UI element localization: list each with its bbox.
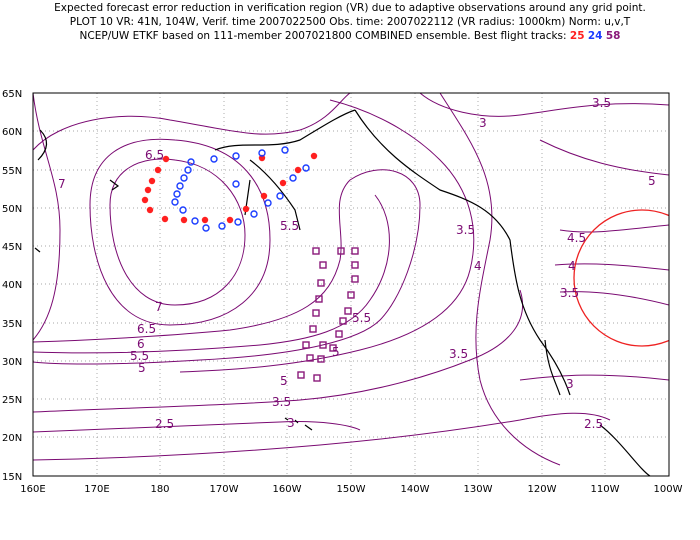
lat-label: 25N <box>2 395 22 406</box>
lon-label: 130W <box>464 484 493 495</box>
contour-label: 5 <box>138 361 146 375</box>
contour-label: 5 <box>332 345 340 359</box>
flight-track-purple <box>297 247 359 382</box>
lat-label: 65N <box>2 89 22 100</box>
contour-labels: 3.5 3 5 4.5 4 3.5 5.5 6.5 7 7 6.5 6 5.5 … <box>58 96 656 431</box>
lon-label: 110W <box>591 484 620 495</box>
flight-track-red <box>141 152 318 224</box>
lon-label: 100W <box>654 484 683 495</box>
contour-label: 6.5 <box>145 148 164 162</box>
title-line-3-text: NCEP/UW ETKF based on 111-member 2007021… <box>79 30 570 42</box>
verification-region-circle <box>573 209 669 347</box>
contour-label: 6.5 <box>137 322 156 336</box>
contour-label: 7 <box>58 177 66 191</box>
title-line-3: NCEP/UW ETKF based on 111-member 2007021… <box>0 30 700 42</box>
lat-label: 30N <box>2 357 22 368</box>
longitude-labels: 160E 170E 180 170W 160W 150W 140W 130W 1… <box>20 484 682 495</box>
contour-label: 3 <box>479 116 487 130</box>
contour-label: 5.5 <box>280 219 299 233</box>
lat-label: 15N <box>2 472 22 483</box>
title-line-2: PLOT 10 VR: 41N, 104W, Verif. time 20070… <box>69 16 631 28</box>
lon-label: 140W <box>401 484 430 495</box>
graticule <box>33 93 669 476</box>
contour-label: 2.5 <box>155 417 174 431</box>
lat-label: 40N <box>2 280 22 291</box>
track-label-red: 25 <box>569 30 585 42</box>
lat-label: 50N <box>2 204 22 215</box>
contour-label: 5.5 <box>130 349 149 363</box>
contour-label: 6 <box>137 337 145 351</box>
lon-label: 150W <box>337 484 366 495</box>
lon-label: 160E <box>20 484 45 495</box>
coastlines <box>34 109 651 476</box>
lon-label: 180 <box>150 484 169 495</box>
contour-label: 4.5 <box>567 231 586 245</box>
track-label-blue: 24 <box>587 30 603 42</box>
plot-frame <box>32 92 670 477</box>
lon-label: 160W <box>273 484 302 495</box>
contour-label: 4 <box>568 259 576 273</box>
track-label-purple: 58 <box>605 30 621 42</box>
contour-lines <box>33 93 669 466</box>
lon-label: 170E <box>84 484 109 495</box>
lon-label: 170W <box>210 484 239 495</box>
latitude-labels: 65N 60N 55N 50N 45N 40N 35N 30N 25N 20N … <box>2 89 22 483</box>
contour-label: 5 <box>648 174 656 188</box>
contour-label: 5 <box>280 374 288 388</box>
lat-label: 20N <box>2 433 22 444</box>
contour-label: 5.5 <box>352 311 371 325</box>
contour-label: 7 <box>155 300 163 314</box>
lat-label: 45N <box>2 242 22 253</box>
lon-label: 120W <box>528 484 557 495</box>
flight-track-blue <box>171 146 310 232</box>
contour-label: 3.5 <box>456 223 475 237</box>
lat-label: 35N <box>2 319 22 330</box>
contour-label: 3 <box>566 377 574 391</box>
title-line-1: Expected forecast error reduction in ver… <box>54 2 646 14</box>
contour-label: 3.5 <box>449 347 468 361</box>
contour-label: 3 <box>287 416 295 430</box>
contour-label: 3.5 <box>272 395 291 409</box>
lat-label: 60N <box>2 127 22 138</box>
contour-label: 4 <box>474 259 482 273</box>
contour-label: 3.5 <box>560 286 579 300</box>
contour-label: 3.5 <box>592 96 611 110</box>
contour-label: 2.5 <box>584 417 603 431</box>
lat-label: 55N <box>2 166 22 177</box>
